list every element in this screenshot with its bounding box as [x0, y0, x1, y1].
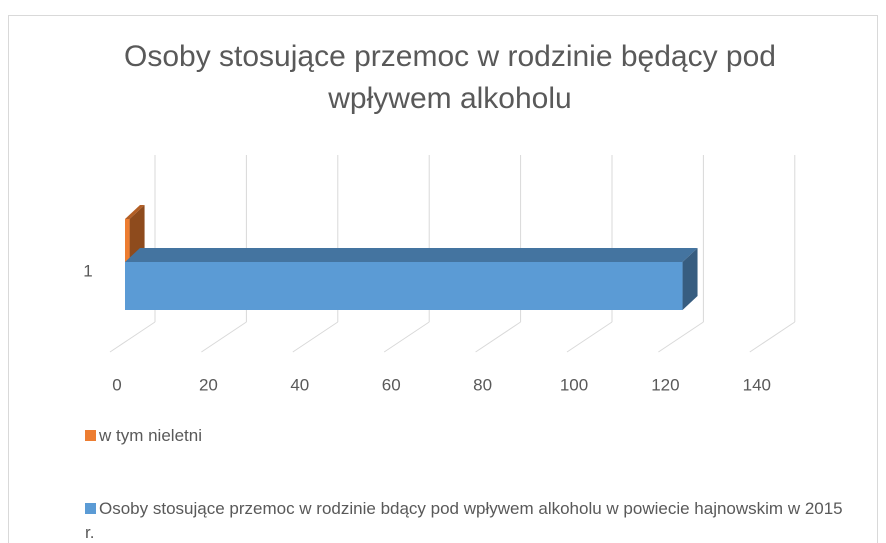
bar-top	[125, 205, 145, 219]
x-tick-label: 0	[112, 375, 121, 394]
bar	[125, 262, 683, 310]
legend-swatch	[85, 503, 96, 514]
bar-side	[682, 248, 698, 310]
x-tick-label: 60	[382, 375, 401, 394]
grid-line	[201, 321, 247, 353]
x-tick-label: 20	[199, 375, 218, 394]
legend-swatch	[85, 430, 96, 441]
legend-item: w tym nieletni	[85, 424, 845, 448]
x-tick-label: 100	[560, 375, 588, 394]
grid-line	[109, 321, 156, 353]
y-tick-label: 1	[83, 261, 92, 280]
x-tick-label: 140	[743, 375, 771, 394]
chart-border	[8, 15, 878, 543]
bar-side	[129, 205, 145, 262]
grid-line	[566, 321, 613, 353]
grid-line	[749, 321, 796, 353]
grid-line	[475, 321, 521, 353]
x-tick-label: 120	[651, 375, 679, 394]
legend-label: w tym nieletni	[99, 426, 202, 445]
bar	[125, 219, 130, 262]
x-tick-label: 80	[473, 375, 492, 394]
bar-top	[125, 248, 698, 262]
chart-title: Osoby stosujące przemoc w rodzinie będąc…	[123, 40, 776, 115]
grid-line	[292, 321, 339, 353]
grid-line	[383, 321, 430, 353]
legend-label: Osoby stosujące przemoc w rodzinie bdący…	[85, 499, 843, 542]
grid-line	[658, 321, 704, 353]
x-tick-label: 40	[290, 375, 309, 394]
legend-item: Osoby stosujące przemoc w rodzinie bdący…	[85, 497, 845, 543]
